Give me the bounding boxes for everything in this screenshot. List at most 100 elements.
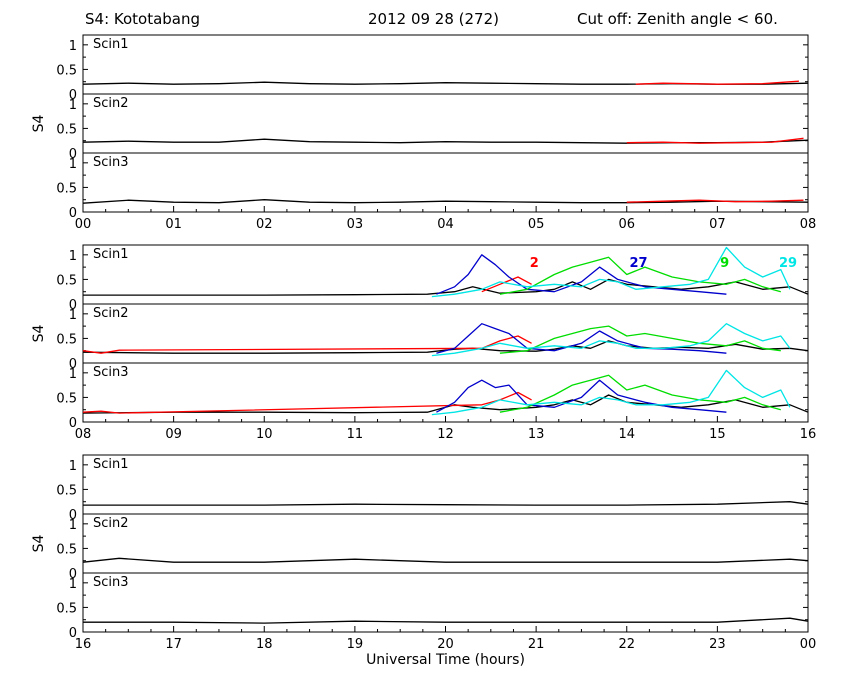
series-line	[499, 374, 781, 413]
y-tick-label: 0	[69, 88, 77, 103]
x-tick-label: 17	[165, 637, 182, 652]
y-tick-label: 0.5	[56, 483, 77, 498]
series-line	[83, 617, 809, 624]
y-tick-label: 1	[69, 577, 77, 592]
y-tick-label: 0.5	[56, 332, 77, 347]
y-tick-label: 0	[69, 298, 77, 313]
panel-frame	[82, 572, 809, 633]
series-line	[431, 323, 791, 357]
x-tick-label: 12	[437, 427, 454, 442]
y-tick-label: 1	[69, 367, 77, 382]
y-tick-label: 1	[69, 249, 77, 264]
x-tick-label: 21	[528, 637, 545, 652]
y-tick-label: 0	[69, 357, 77, 372]
x-tick-label: 20	[437, 637, 454, 652]
series-line	[481, 276, 532, 293]
x-tick-label: 01	[165, 217, 182, 232]
panel-frame	[82, 152, 809, 213]
x-tick-label: 03	[347, 217, 364, 232]
panel-label: Scin1	[93, 247, 129, 262]
y-tick-label: 0.5	[56, 273, 77, 288]
x-tick-label: 09	[165, 427, 182, 442]
series-line	[82, 394, 809, 414]
satellite-label: 2	[530, 256, 539, 271]
x-tick-label: 08	[75, 427, 92, 442]
y-tick-label: 0	[69, 567, 77, 582]
x-tick-label: 22	[618, 637, 635, 652]
y-tick-label: 0.5	[56, 181, 77, 196]
series-line	[626, 137, 804, 144]
x-tick-label: 02	[256, 217, 273, 232]
y-tick-label: 0.5	[56, 63, 77, 78]
panel-frame	[82, 34, 809, 95]
y-tick-label: 0	[69, 416, 77, 431]
x-tick-label: 16	[800, 427, 817, 442]
panel-frame	[82, 93, 809, 154]
x-tick-label: 16	[75, 637, 92, 652]
x-tick-label: 00	[800, 637, 817, 652]
series-line	[635, 80, 799, 85]
panel-label: Scin3	[93, 575, 129, 590]
series-line	[431, 246, 791, 298]
x-tick-label: 13	[528, 427, 545, 442]
x-tick-label: 10	[256, 427, 273, 442]
station-title: S4: Kototabang	[85, 10, 201, 28]
cutoff-title: Cut off: Zenith angle < 60.	[577, 10, 778, 28]
satellite-label: 9	[720, 256, 729, 271]
x-tick-label: 14	[618, 427, 635, 442]
series-line	[82, 335, 532, 354]
satellite-label: 27	[629, 256, 647, 271]
series-line	[83, 501, 809, 506]
series-line	[499, 325, 781, 354]
y-tick-label: 1	[69, 308, 77, 323]
y-tick-label: 1	[69, 98, 77, 113]
series-line	[83, 278, 809, 296]
panel-label: Scin1	[93, 37, 129, 52]
series-line	[431, 369, 791, 416]
series-line	[436, 379, 727, 413]
x-tick-label: 04	[437, 217, 454, 232]
x-tick-label: 11	[347, 427, 364, 442]
y-tick-label: 0.5	[56, 542, 77, 557]
y-tick-label: 0.5	[56, 122, 77, 137]
x-tick-label: 07	[709, 217, 726, 232]
panel-label: Scin1	[93, 457, 129, 472]
series-line	[499, 256, 781, 295]
y-tick-label: 1	[69, 39, 77, 54]
panel-label: Scin2	[93, 516, 129, 531]
x-tick-label: 06	[618, 217, 635, 232]
x-tick-label: 00	[75, 217, 92, 232]
date-title: 2012 09 28 (272)	[368, 10, 499, 28]
series-line	[436, 254, 727, 295]
x-tick-label: 15	[709, 427, 726, 442]
y-axis-label: S4	[31, 115, 47, 133]
panel-label: Scin2	[93, 306, 129, 321]
y-tick-label: 0	[69, 626, 77, 641]
y-tick-label: 0.5	[56, 391, 77, 406]
x-axis-title: Universal Time (hours)	[366, 652, 525, 668]
y-tick-label: 0	[69, 508, 77, 523]
series-line	[626, 199, 804, 203]
panel-label: Scin2	[93, 96, 129, 111]
x-tick-label: 05	[528, 217, 545, 232]
panel-frame	[82, 513, 809, 574]
series-line	[82, 391, 532, 414]
y-axis-label: S4	[31, 325, 47, 343]
series-line	[82, 557, 809, 563]
y-tick-label: 0	[69, 147, 77, 162]
x-tick-label: 23	[709, 637, 726, 652]
y-tick-label: 1	[69, 518, 77, 533]
x-tick-label: 08	[800, 217, 817, 232]
y-tick-label: 1	[69, 157, 77, 172]
panel-label: Scin3	[93, 365, 129, 380]
series-line	[82, 199, 809, 204]
panel-label: Scin3	[93, 155, 129, 170]
y-tick-label: 0.5	[56, 601, 77, 616]
x-tick-label: 19	[347, 637, 364, 652]
satellite-label: 29	[779, 256, 797, 271]
x-tick-label: 18	[256, 637, 273, 652]
y-tick-label: 0	[69, 206, 77, 221]
y-tick-label: 1	[69, 459, 77, 474]
y-axis-label: S4	[31, 535, 47, 553]
